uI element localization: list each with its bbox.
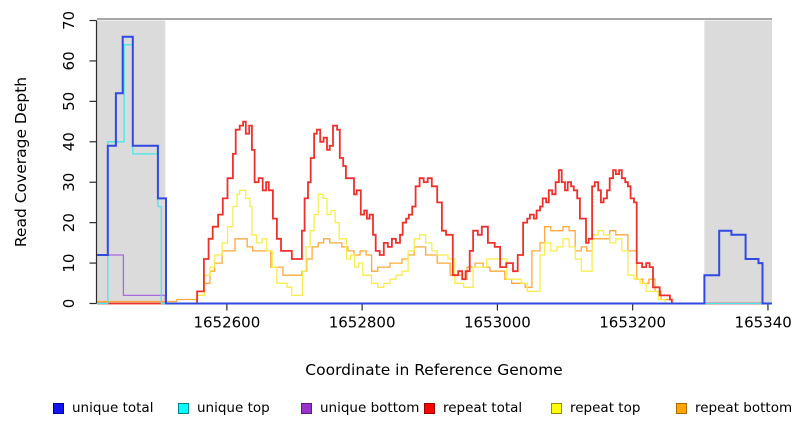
legend-swatch-repeat-total	[424, 402, 435, 414]
y-tick-label: 20	[60, 213, 78, 232]
series-line-unique-total	[97, 35, 772, 305]
y-tick-label: 30	[60, 173, 78, 192]
legend-item-repeat-bottom: repeat bottom	[676, 398, 792, 418]
x-tick-label: 1652800	[329, 314, 396, 332]
legend-swatch-repeat-bottom	[676, 402, 687, 414]
x-axis-title: Coordinate in Reference Genome	[305, 361, 562, 379]
legend-item-unique-bottom: unique bottom	[301, 398, 419, 418]
series-line-unique-top	[97, 44, 772, 305]
masked-region	[704, 20, 772, 304]
y-tick-label: 70	[60, 11, 78, 30]
legend-label: unique total	[72, 400, 154, 416]
x-tick-label: 1652600	[193, 314, 260, 332]
legend-swatch-unique-total	[53, 402, 64, 414]
legend: unique total unique top unique bottom re…	[0, 398, 792, 420]
legend-label: repeat bottom	[695, 400, 792, 416]
legend-label: unique top	[197, 400, 270, 416]
legend-item-unique-total: unique total	[53, 398, 153, 418]
legend-swatch-unique-top	[178, 402, 189, 414]
y-tick-label: 50	[60, 92, 78, 111]
y-tick-label: 10	[60, 254, 78, 273]
y-axis-title: Read Coverage Depth	[12, 77, 30, 247]
legend-item-repeat-total: repeat total	[424, 398, 522, 418]
legend-label: repeat top	[570, 400, 641, 416]
legend-label: repeat total	[443, 400, 523, 416]
y-tick-label: 0	[60, 299, 78, 309]
x-tick-label: 1653000	[464, 314, 531, 332]
y-tick-label: 40	[60, 132, 78, 151]
legend-swatch-repeat-top	[551, 402, 562, 414]
legend-item-repeat-top: repeat top	[551, 398, 640, 418]
series-line-repeat-total	[97, 120, 772, 305]
series-line-repeat-top	[97, 189, 772, 305]
x-tick-label: 1653200	[599, 314, 666, 332]
y-tick-label: 60	[60, 51, 78, 70]
legend-swatch-unique-bottom	[301, 402, 312, 414]
series-layer	[97, 35, 772, 305]
legend-label: unique bottom	[320, 400, 420, 416]
masked-regions-layer	[97, 18, 772, 304]
legend-item-unique-top: unique top	[178, 398, 270, 418]
